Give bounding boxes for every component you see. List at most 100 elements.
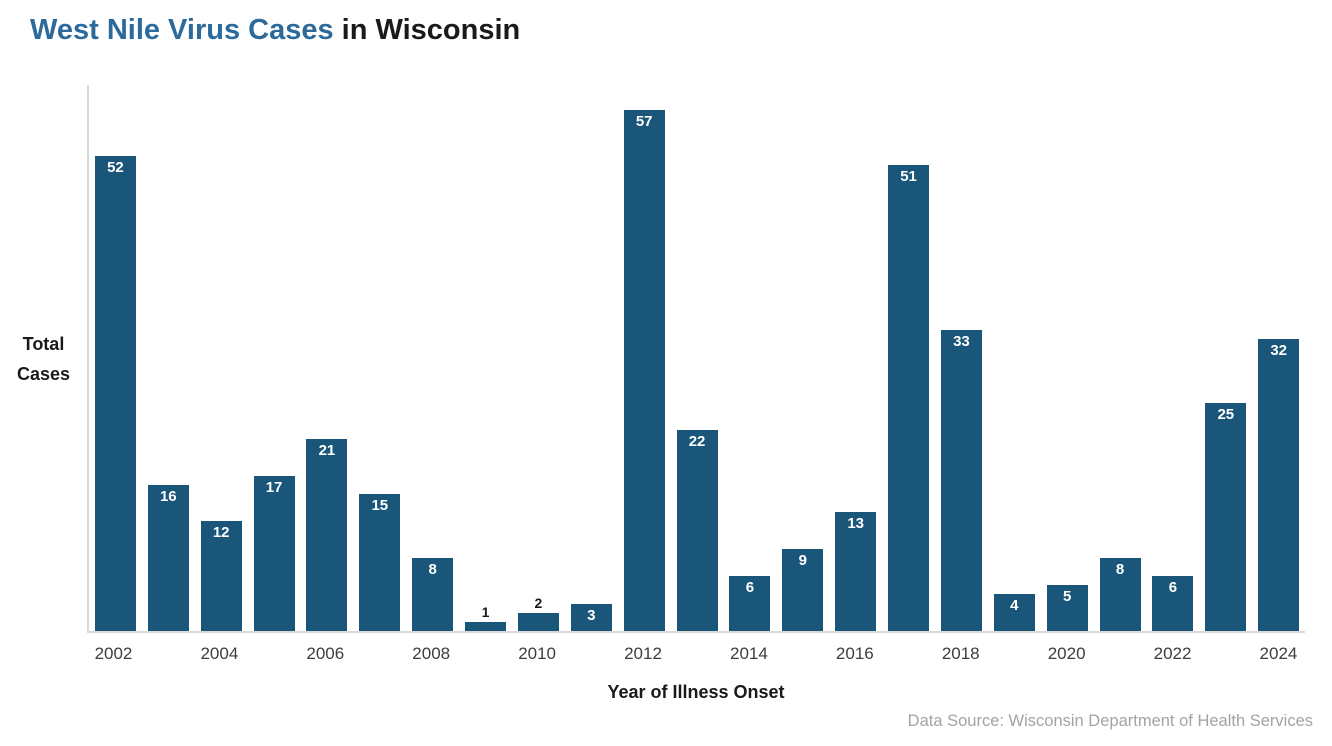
bar-slot-2022: 6 xyxy=(1147,85,1200,631)
bar-2022: 6 xyxy=(1152,576,1194,631)
plot-area: 52 16 12 17 21 15 8 1 2 3 57 22 6 9 13 51 33 4 5 8 6 25 32 xyxy=(87,85,1305,633)
x-axis-tick-row: 2002 2004 2006 2008 2010 2012 2014 2016 2018 2020… xyxy=(87,635,1305,669)
bar-value-label-2015: 9 xyxy=(798,552,807,569)
data-source-note: Data Source: Wisconsin Department of Hea… xyxy=(907,712,1313,730)
bar-value-label-2017: 51 xyxy=(900,168,917,185)
bar-value-label-2013: 22 xyxy=(688,433,706,450)
x-tick-2019 xyxy=(987,635,1040,669)
bar-value-label-2005: 17 xyxy=(265,479,283,496)
chart-title: West Nile Virus Cases in Wisconsin xyxy=(30,14,520,47)
bar-slot-2021: 8 xyxy=(1094,85,1147,631)
bar-value-label-2019: 4 xyxy=(1010,597,1019,614)
bar-2011: 3 xyxy=(570,604,612,631)
bar-2012: 57 xyxy=(623,110,665,631)
bar-2018: 33 xyxy=(940,330,982,631)
bar-value-label-2022: 6 xyxy=(1168,579,1178,596)
bar-2016: 13 xyxy=(835,512,877,631)
chart-title-highlight: West Nile Virus Cases xyxy=(30,14,334,46)
bar-2005: 17 xyxy=(253,476,295,631)
x-tick-2022: 2022 xyxy=(1153,644,1192,663)
bar-value-label-2016: 13 xyxy=(847,515,865,532)
chart-area: Total Cases 52 16 12 17 21 15 8 1 2 3 57 22 6 9 13 51 33… xyxy=(0,85,1332,633)
bar-slot-2008: 8 xyxy=(406,85,459,631)
bar-value-label-2006: 21 xyxy=(318,442,336,459)
chart-title-rest: in Wisconsin xyxy=(333,14,521,46)
x-tick-2017 xyxy=(881,635,934,669)
x-tick-2003 xyxy=(140,635,193,669)
x-tick-2012: 2012 xyxy=(624,644,662,663)
x-tick-2008: 2008 xyxy=(412,644,451,663)
bar-2010 xyxy=(517,613,559,631)
bar-slot-2015: 9 xyxy=(776,85,829,631)
bar-2020: 5 xyxy=(1046,585,1088,631)
bar-2006: 21 xyxy=(306,439,348,631)
bar-value-label-2024: 32 xyxy=(1270,342,1288,359)
bar-2023: 25 xyxy=(1205,403,1247,631)
bar-value-label-2004: 12 xyxy=(212,524,230,541)
x-tick-2023 xyxy=(1199,635,1252,669)
x-tick-2016: 2016 xyxy=(835,644,874,663)
bar-slot-2012: 57 xyxy=(618,85,671,631)
bar-slot-2003: 16 xyxy=(142,85,195,631)
y-axis-label-line1: Total xyxy=(22,334,65,354)
bar-value-label-2018: 33 xyxy=(953,333,970,350)
bar-2007: 15 xyxy=(359,494,401,631)
bar-slot-2006: 21 xyxy=(301,85,354,631)
bar-value-label-2008: 8 xyxy=(428,561,437,578)
bar-2015: 9 xyxy=(782,549,824,631)
bar-2021: 8 xyxy=(1099,558,1141,631)
bar-2024: 32 xyxy=(1258,339,1300,631)
bar-value-label-2014: 6 xyxy=(745,579,755,596)
x-tick-2009 xyxy=(458,635,511,669)
bar-2019: 4 xyxy=(993,594,1035,631)
x-tick-2011 xyxy=(564,635,617,669)
bar-slot-2009: 1 xyxy=(459,85,512,631)
x-tick-2015 xyxy=(775,635,828,669)
x-tick-2002: 2002 xyxy=(94,644,133,663)
bar-2002: 52 xyxy=(94,156,136,631)
x-tick-2024: 2024 xyxy=(1259,644,1298,663)
bar-slot-2017: 51 xyxy=(882,85,935,631)
bar-value-label-2009: 1 xyxy=(481,604,490,620)
bar-slot-2013: 22 xyxy=(671,85,724,631)
bar-slot-2010: 2 xyxy=(512,85,565,631)
bar-2014: 6 xyxy=(729,576,771,631)
bar-slot-2005: 17 xyxy=(248,85,301,631)
bar-value-label-2023: 25 xyxy=(1217,406,1235,423)
x-tick-2006: 2006 xyxy=(306,644,345,663)
bar-value-label-2020: 5 xyxy=(1063,588,1072,605)
bar-value-label-2021: 8 xyxy=(1115,561,1125,578)
bar-slot-2004: 12 xyxy=(195,85,248,631)
x-axis-title: Year of Illness Onset xyxy=(607,682,785,702)
x-tick-2020: 2020 xyxy=(1047,644,1086,663)
y-axis-label-line2: Cases xyxy=(16,364,71,384)
bar-slot-2023: 25 xyxy=(1199,85,1252,631)
bar-value-label-2010: 2 xyxy=(534,595,543,611)
x-tick-2010: 2010 xyxy=(518,644,557,663)
bar-value-label-2002: 52 xyxy=(107,159,124,176)
bar-value-label-2012: 57 xyxy=(635,113,653,130)
bar-2008: 8 xyxy=(412,558,454,631)
x-tick-2018: 2018 xyxy=(941,644,980,663)
bar-2013: 22 xyxy=(676,430,718,631)
x-tick-2007 xyxy=(352,635,405,669)
bar-value-label-2011: 3 xyxy=(587,607,596,624)
x-tick-2005 xyxy=(246,635,299,669)
bar-slot-2011: 3 xyxy=(565,85,618,631)
bar-slot-2024: 32 xyxy=(1252,85,1305,631)
bar-value-label-2003: 16 xyxy=(159,488,177,505)
bar-2003: 16 xyxy=(147,485,189,631)
x-tick-2021 xyxy=(1093,635,1146,669)
bar-slot-2014: 6 xyxy=(724,85,777,631)
bar-slot-2020: 5 xyxy=(1041,85,1094,631)
x-tick-2013 xyxy=(669,635,722,669)
bar-2004: 12 xyxy=(200,521,242,631)
bar-slot-2002: 52 xyxy=(89,85,142,631)
bar-slot-2007: 15 xyxy=(353,85,406,631)
bar-2017: 51 xyxy=(888,165,930,631)
bar-value-label-2007: 15 xyxy=(371,497,389,514)
bar-slot-2018: 33 xyxy=(935,85,988,631)
x-tick-2004: 2004 xyxy=(200,644,239,663)
bar-slot-2016: 13 xyxy=(829,85,882,631)
